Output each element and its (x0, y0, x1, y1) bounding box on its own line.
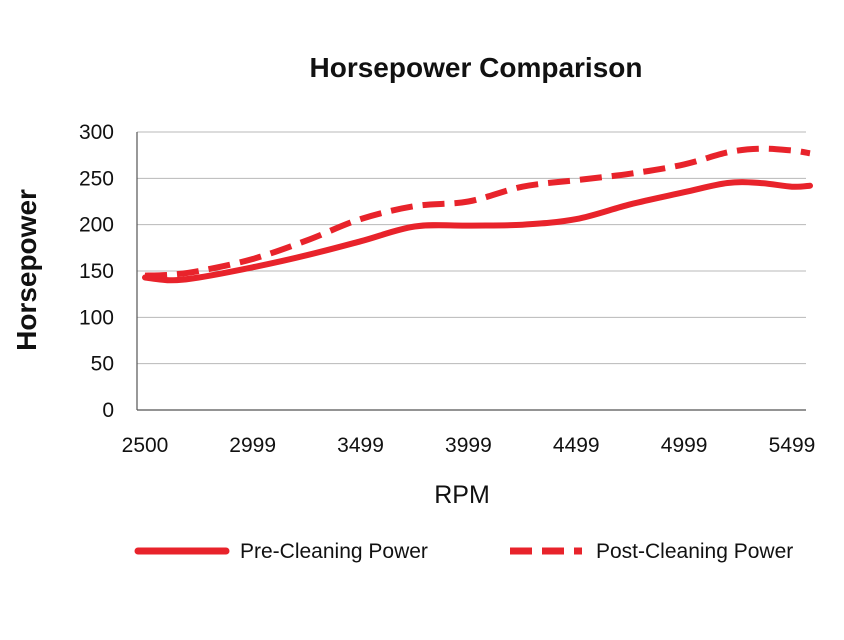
y-tick-label: 250 (79, 167, 114, 190)
y-tick-label: 300 (79, 121, 114, 144)
legend-label-post-cleaning: Post-Cleaning Power (596, 540, 793, 563)
y-axis-label: Horsepower (11, 189, 42, 351)
axes (136, 132, 806, 411)
x-tick-label: 4999 (661, 434, 708, 457)
x-tick-labels: 2500 2999 3499 3999 4499 4999 5499 (122, 434, 816, 457)
y-tick-label: 50 (91, 353, 114, 376)
series-line-pre-cleaning (142, 179, 813, 284)
series-lines (142, 145, 813, 284)
x-tick-label: 2999 (229, 434, 276, 457)
chart-title: Horsepower Comparison (310, 52, 643, 83)
x-tick-label: 4499 (553, 434, 600, 457)
x-tick-label: 3499 (337, 434, 384, 457)
legend: Pre-Cleaning Power Post-Cleaning Power (134, 540, 793, 563)
y-tick-label: 200 (79, 214, 114, 237)
y-tick-label: 150 (79, 260, 114, 283)
series-line-post-cleaning (144, 145, 811, 279)
legend-label-pre-cleaning: Pre-Cleaning Power (240, 540, 428, 563)
gridlines (137, 131, 806, 365)
x-tick-label: 5499 (769, 434, 816, 457)
y-tick-label: 100 (79, 306, 114, 329)
y-tick-labels: 0 50 100 150 200 250 300 (79, 121, 114, 422)
x-tick-label: 2500 (122, 434, 169, 457)
x-axis-label: RPM (434, 481, 490, 509)
x-tick-label: 3999 (445, 434, 492, 457)
y-tick-label: 0 (102, 399, 114, 422)
